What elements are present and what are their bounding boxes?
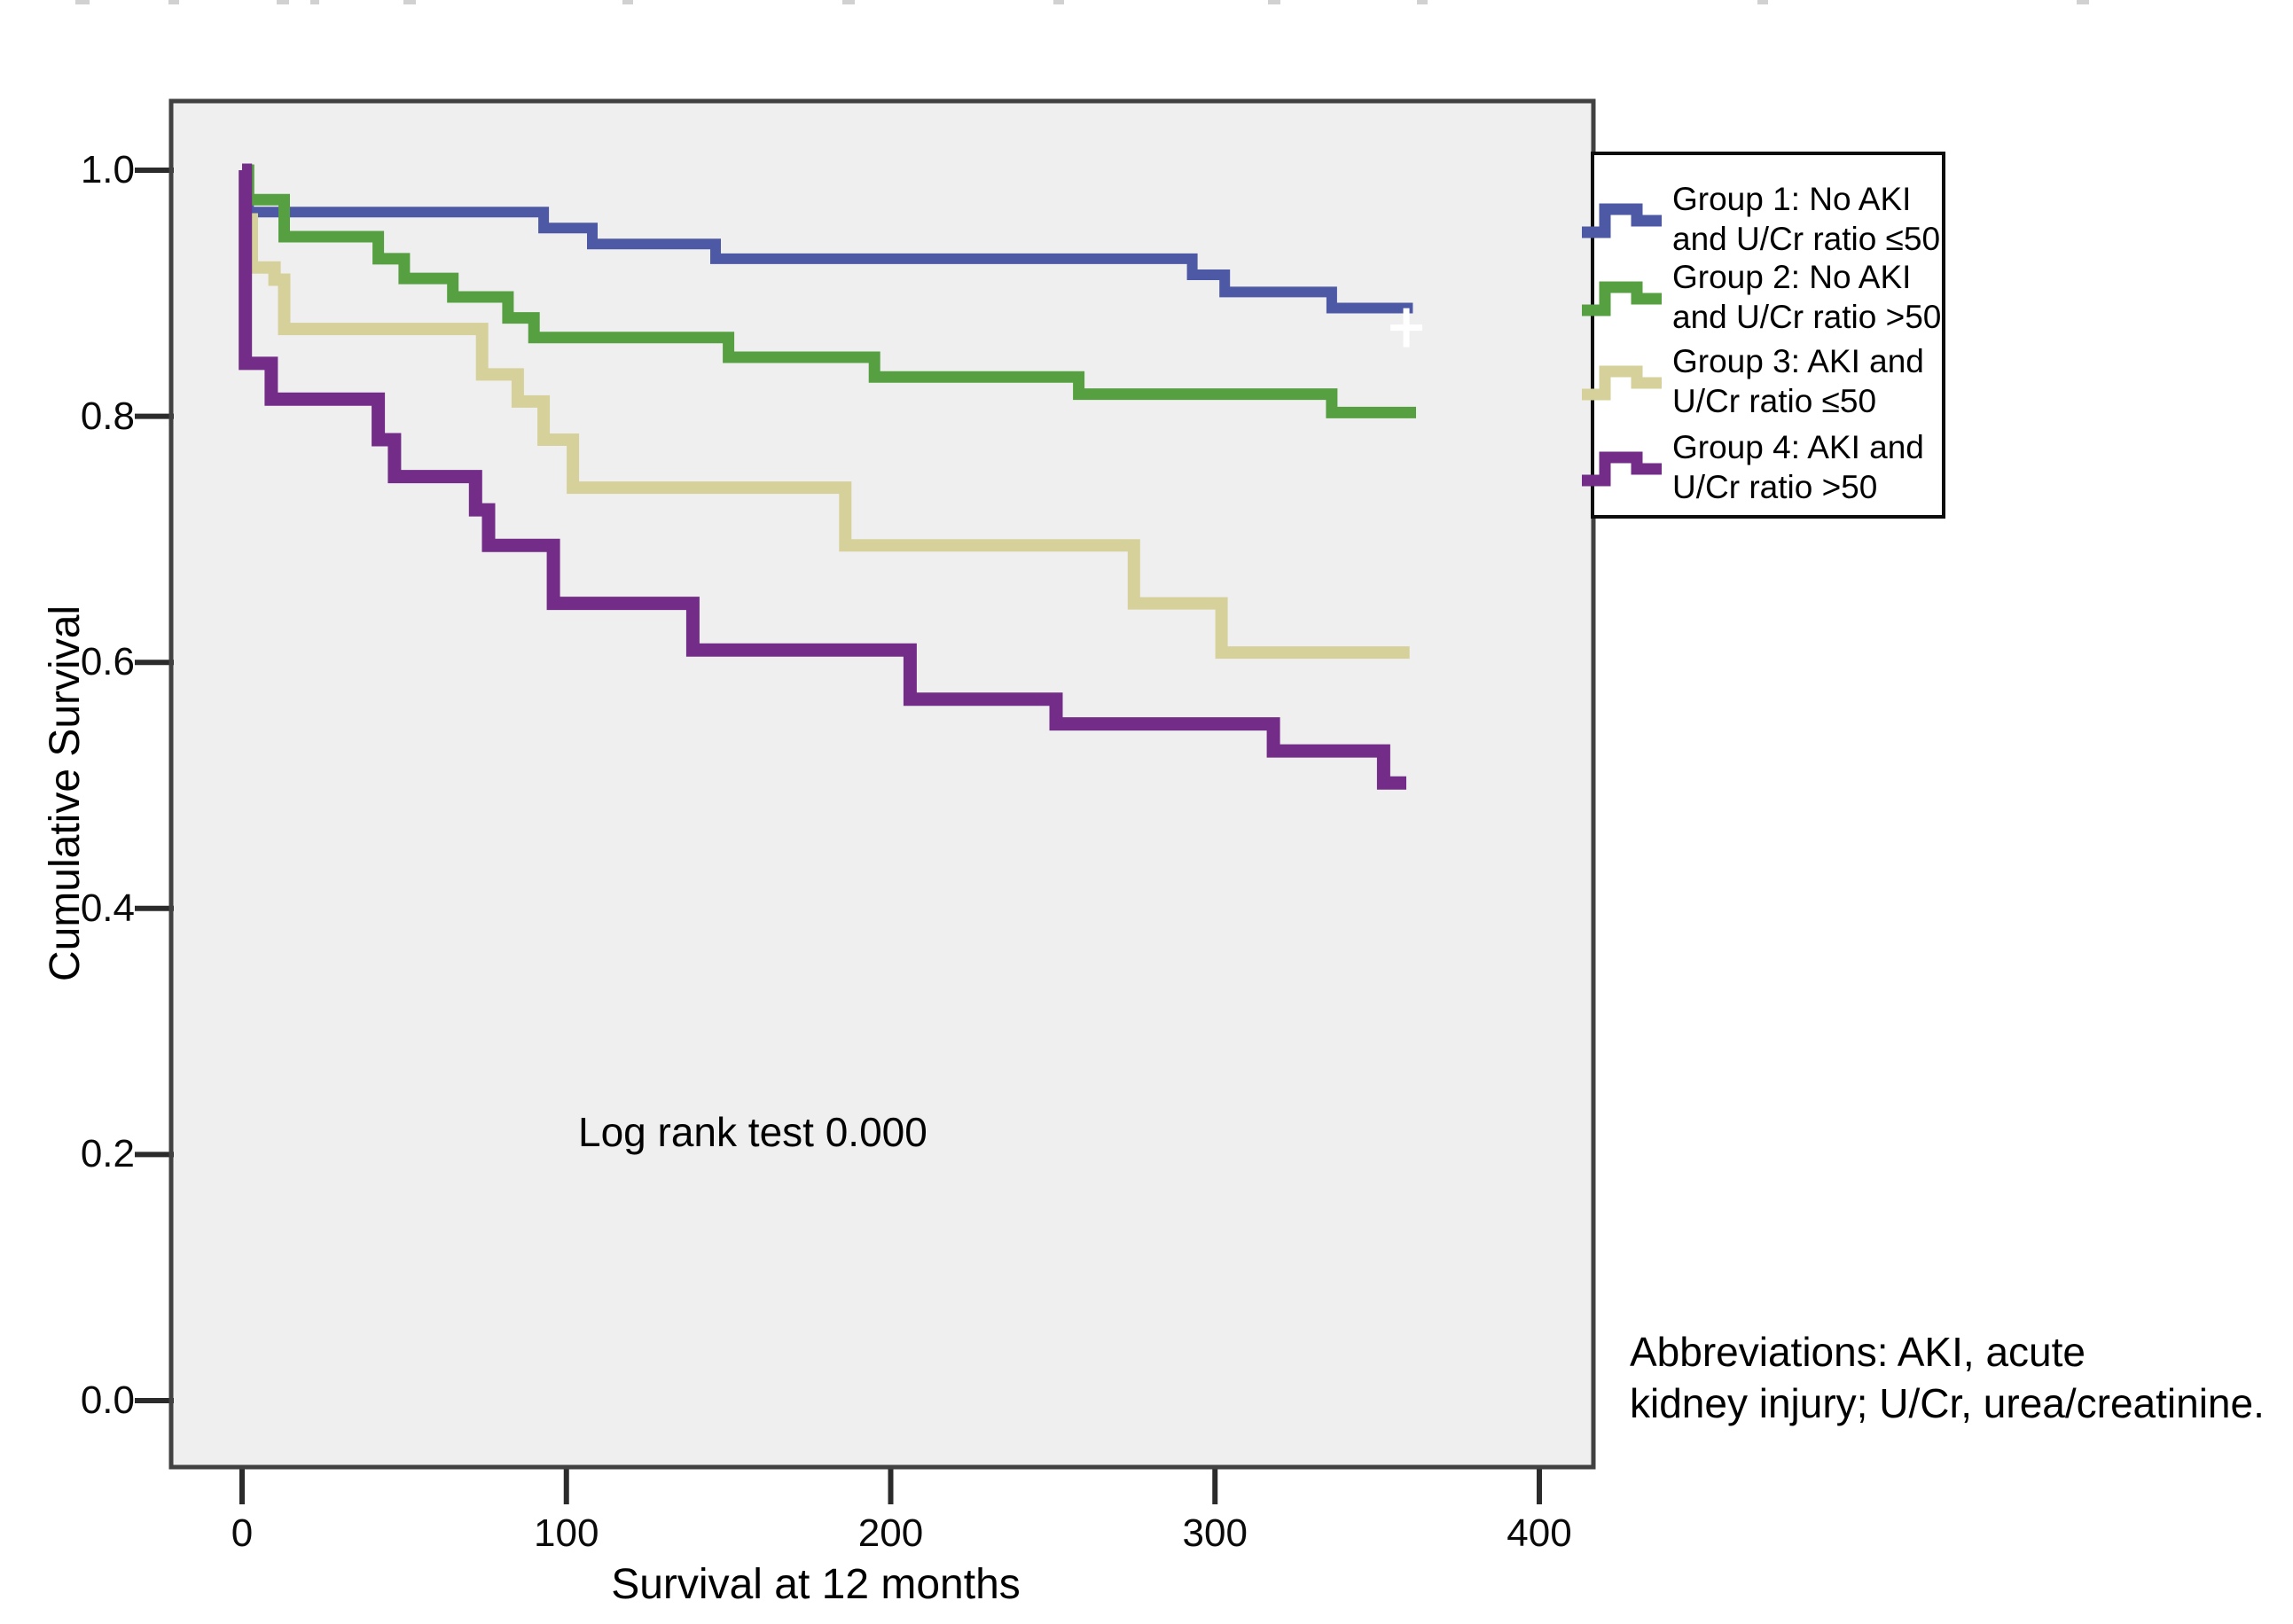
legend-label-line: and U/Cr ratio ≤50	[1672, 221, 1941, 257]
y-tick-label: 1.0	[80, 148, 135, 191]
axis-tick-marks	[135, 168, 1542, 1504]
legend-label-line: Group 3: AKI and	[1672, 343, 1924, 379]
legend-item-group2: Group 2: No AKI and U/Cr ratio >50	[1578, 256, 1941, 338]
x-tick-label: 300	[1182, 1511, 1248, 1555]
artifact-mark	[1053, 0, 1064, 4]
artifact-mark	[842, 0, 855, 4]
legend-label-line: Group 2: No AKI	[1672, 259, 1912, 295]
survival-curve-group2	[242, 164, 1416, 418]
artifact-mark	[2077, 0, 2089, 4]
legend-label-group4: Group 4: AKI and U/Cr ratio >50	[1672, 427, 1924, 507]
legend-item-group4: Group 4: AKI and U/Cr ratio >50	[1578, 426, 1924, 508]
survival-curves	[239, 163, 1416, 790]
artifact-mark	[75, 0, 90, 4]
y-axis-title: Cumulative Survival	[42, 605, 89, 982]
abbreviations-note: Abbreviations: AKI, acute kidney injury;…	[1630, 1326, 2265, 1429]
legend-label-group2: Group 2: No AKI and U/Cr ratio >50	[1672, 257, 1941, 337]
x-tick-label: 0	[231, 1511, 254, 1555]
legend-label-line: U/Cr ratio ≤50	[1672, 383, 1877, 419]
x-axis-title: Survival at 12 months	[611, 1561, 1021, 1608]
y-tick-label: 0.2	[80, 1132, 135, 1176]
legend-box: Group 1: No AKI and U/Cr ratio ≤50 Group…	[1582, 152, 1945, 519]
abbreviations-line2: kidney injury; U/Cr, urea/creatinine.	[1630, 1380, 2265, 1426]
artifact-mark	[277, 0, 289, 4]
artifact-mark	[168, 0, 179, 4]
artifact-mark	[1268, 0, 1280, 4]
artifact-mark	[622, 0, 633, 4]
x-tick-label: 200	[857, 1511, 924, 1555]
survival-curve-group1	[242, 165, 1413, 314]
legend-item-group1: Group 1: No AKI and U/Cr ratio ≤50	[1578, 178, 1940, 260]
legend-label-line: U/Cr ratio >50	[1672, 469, 1878, 505]
artifact-mark	[1757, 0, 1768, 4]
survival-curve-group4	[239, 163, 1406, 790]
y-tick-label: 0.8	[80, 394, 135, 438]
abbreviations-line1: Abbreviations: AKI, acute	[1630, 1329, 2086, 1375]
y-tick-label: 0.6	[80, 640, 135, 684]
group1-step-line-icon	[1582, 203, 1662, 238]
legend-label-group1: Group 1: No AKI and U/Cr ratio ≤50	[1672, 179, 1940, 259]
censor-marks	[1390, 308, 1423, 347]
artifact-mark	[1417, 0, 1428, 4]
log-rank-annotation: Log rank test 0.000	[578, 1109, 927, 1155]
group4-step-line-icon	[1582, 451, 1662, 487]
group2-step-line-icon	[1582, 281, 1662, 316]
x-tick-label: 400	[1506, 1511, 1572, 1555]
legend-label-line: and U/Cr ratio >50	[1672, 299, 1942, 335]
group3-step-line-icon	[1582, 365, 1662, 401]
artifact-mark	[310, 0, 319, 4]
x-tick-label: 100	[534, 1511, 599, 1555]
legend-label-line: Group 4: AKI and	[1672, 429, 1924, 465]
legend-label-line: Group 1: No AKI	[1672, 181, 1912, 217]
artifact-mark	[403, 0, 416, 4]
legend-item-group3: Group 3: AKI and U/Cr ratio ≤50	[1578, 340, 1924, 422]
y-tick-label: 0.4	[80, 886, 135, 930]
plot-border	[168, 98, 1596, 1470]
legend-label-group3: Group 3: AKI and U/Cr ratio ≤50	[1672, 341, 1924, 421]
y-tick-label: 0.0	[80, 1378, 135, 1422]
